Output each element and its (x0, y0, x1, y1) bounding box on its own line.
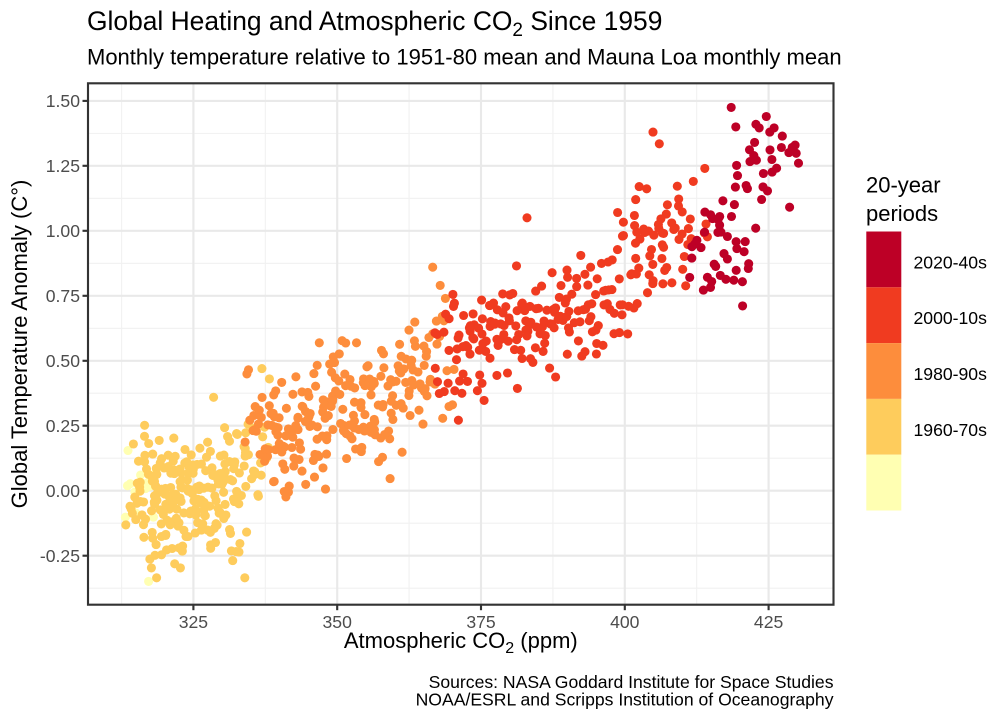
svg-text:Global Heating and Atmospheric: Global Heating and Atmospheric CO2 Since… (87, 6, 662, 41)
svg-text:1.25: 1.25 (46, 156, 80, 176)
svg-text:2020-40s: 2020-40s (914, 252, 988, 272)
svg-text:400: 400 (610, 612, 640, 632)
svg-text:NOAA/ESRL and Scripps Institut: NOAA/ESRL and Scripps Institution of Oce… (416, 690, 834, 710)
svg-text:1980-90s: 1980-90s (914, 364, 988, 384)
svg-text:0.75: 0.75 (46, 286, 80, 306)
svg-text:Global Temperature Anomaly (C°: Global Temperature Anomaly (C°) (7, 180, 32, 509)
svg-text:Atmospheric CO2 (ppm): Atmospheric CO2 (ppm) (344, 628, 578, 657)
svg-text:375: 375 (466, 612, 496, 632)
svg-text:0.25: 0.25 (46, 416, 80, 436)
svg-text:1.00: 1.00 (46, 221, 80, 241)
svg-text:0.00: 0.00 (46, 481, 80, 501)
svg-text:periods: periods (866, 201, 938, 226)
svg-text:425: 425 (754, 612, 784, 632)
svg-text:2000-10s: 2000-10s (914, 308, 988, 328)
svg-text:Sources: NASA Goddard Institut: Sources: NASA Goddard Institute for Spac… (429, 672, 834, 692)
svg-text:0.50: 0.50 (46, 351, 80, 371)
svg-text:20-year: 20-year (866, 173, 941, 198)
svg-text:1960-70s: 1960-70s (914, 420, 988, 440)
svg-text:Monthly temperature relative t: Monthly temperature relative to 1951-80 … (87, 45, 842, 70)
svg-text:325: 325 (179, 612, 209, 632)
svg-text:-0.25: -0.25 (40, 546, 80, 566)
svg-text:350: 350 (323, 612, 353, 632)
svg-text:1.50: 1.50 (46, 91, 80, 111)
